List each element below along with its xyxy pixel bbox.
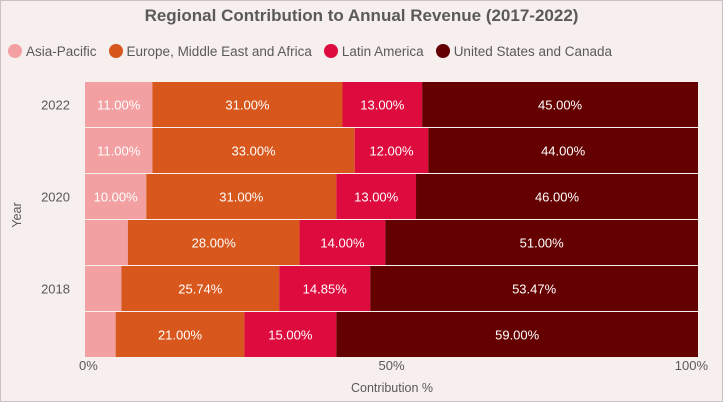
legend-label: Europe, Middle East and Africa — [126, 43, 312, 59]
bar-segment[interactable] — [416, 174, 698, 219]
legend-item[interactable]: United States and Canada — [435, 43, 613, 59]
legend-marker — [108, 44, 123, 58]
x-tick-label: 50% — [378, 358, 404, 373]
bar-data-label: 11.00% — [97, 98, 141, 113]
bar-data-label: 28.00% — [192, 236, 237, 251]
bar-data-label: 51.00% — [520, 236, 565, 251]
bar-segment[interactable] — [244, 312, 337, 357]
legend-item[interactable]: Latin America — [323, 43, 424, 59]
bar-segment[interactable] — [422, 82, 698, 127]
bar-segment[interactable] — [127, 220, 300, 265]
legend-marker — [8, 44, 22, 58]
bar-segment[interactable] — [85, 82, 153, 127]
bar-segment[interactable] — [85, 266, 122, 311]
bar-data-label: 13.00% — [360, 98, 405, 113]
bar-data-label: 46.00% — [535, 190, 580, 205]
bar-segment[interactable] — [85, 128, 153, 173]
bar-segment[interactable] — [354, 128, 429, 173]
bar-data-label: 10.00% — [94, 190, 139, 205]
bar-segment[interactable] — [152, 128, 355, 173]
bar-segment[interactable] — [370, 266, 698, 311]
bar-segment[interactable] — [336, 174, 417, 219]
bar-data-label: 12.00% — [369, 144, 414, 159]
bar-data-label: 33.00% — [232, 144, 277, 159]
bar-segment[interactable] — [385, 220, 698, 265]
bar-segment[interactable] — [279, 266, 371, 311]
legend-label: United States and Canada — [453, 43, 613, 59]
chart-title: Regional Contribution to Annual Revenue … — [144, 6, 579, 25]
x-tick-label: 0% — [79, 358, 98, 373]
legend-label: Asia-Pacific — [26, 43, 97, 59]
x-axis-title: Contribution % — [351, 381, 433, 395]
bar-data-label: 14.00% — [320, 236, 365, 251]
legend-marker — [323, 44, 338, 58]
bar-data-label: 53.47% — [512, 282, 557, 297]
bar-data-label: 31.00% — [219, 190, 264, 205]
bar-segment[interactable] — [428, 128, 698, 173]
y-tick-label: 2022 — [41, 98, 70, 113]
bar-segment[interactable] — [152, 82, 343, 127]
bar-segment[interactable] — [85, 174, 147, 219]
bar-data-label: 13.00% — [354, 190, 399, 205]
bar-data-label: 44.00% — [541, 144, 586, 159]
bar-data-label: 31.00% — [225, 98, 270, 113]
bar-data-label: 25.74% — [178, 282, 223, 297]
bar-segment[interactable] — [85, 220, 128, 265]
legend-item[interactable]: Europe, Middle East and Africa — [108, 43, 312, 59]
bar-segment[interactable] — [115, 312, 245, 357]
y-tick-label: 2020 — [41, 190, 70, 205]
bar-data-label: 21.00% — [158, 328, 203, 343]
bar-data-label: 59.00% — [495, 328, 540, 343]
bar-segment[interactable] — [336, 312, 698, 357]
bar-data-label: 14.85% — [303, 282, 348, 297]
bar-segment[interactable] — [299, 220, 386, 265]
legend-label: Latin America — [341, 43, 424, 59]
legend-item[interactable]: Asia-Pacific — [8, 44, 97, 59]
bar-segment[interactable] — [146, 174, 337, 219]
legend: Asia-Pacific Europe, Middle East and Afri… — [8, 42, 624, 60]
x-tick-label: 100% — [675, 358, 709, 373]
bar-segment[interactable] — [85, 312, 116, 357]
legend-marker — [435, 44, 450, 58]
bar-data-label: 15.00% — [268, 328, 313, 343]
bar-segment[interactable] — [121, 266, 280, 311]
bar-data-label: 45.00% — [538, 98, 583, 113]
y-tick-label: 2018 — [41, 282, 70, 297]
y-axis-title: Year — [10, 202, 24, 227]
bar-data-label: 11.00% — [97, 144, 141, 159]
bar-segment[interactable] — [342, 82, 423, 127]
